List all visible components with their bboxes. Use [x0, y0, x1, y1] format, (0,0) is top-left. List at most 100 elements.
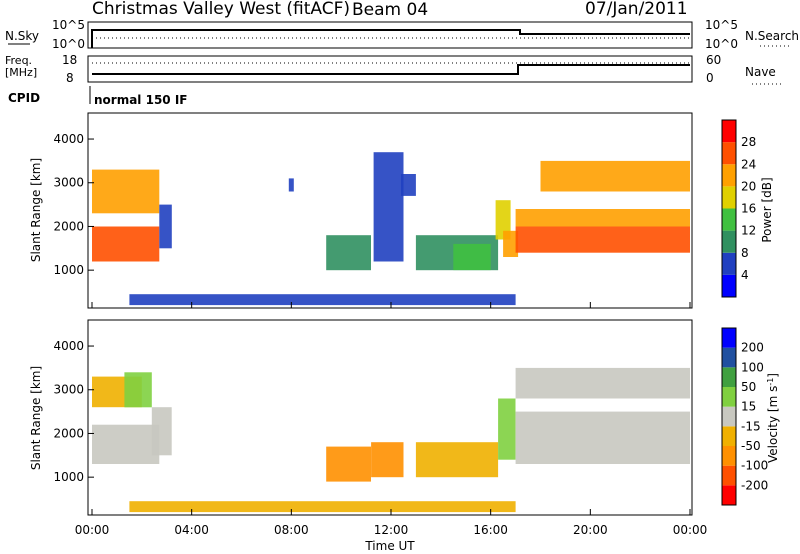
freq-trace	[92, 64, 690, 75]
power-colorbar-segment	[722, 252, 736, 275]
scatter-region	[515, 226, 690, 253]
x-tick-label: 00:00	[673, 523, 708, 537]
cpid-row: CPID normal 150 IF	[8, 86, 188, 107]
power-colorbar-tick: 28	[741, 135, 756, 149]
scatter-region	[515, 367, 690, 399]
power-colorbar-segment	[722, 274, 736, 297]
scatter-region	[92, 424, 160, 464]
scatter-region	[326, 446, 371, 482]
x-tick-label: 08:00	[274, 523, 309, 537]
y-tick-label: 3000	[53, 176, 84, 190]
y-tick-label: 1000	[53, 263, 84, 277]
x-tick-label: 20:00	[573, 523, 608, 537]
velocity-colorbar-tick: 50	[741, 380, 756, 394]
x-tick-label: 16:00	[473, 523, 508, 537]
velocity-colorbar: 200 100 50 15 -15 -50 -100 -200	[721, 327, 768, 506]
station-title: Christmas Valley West (fitACF)	[92, 0, 350, 19]
nave-tick-bottom: 0	[706, 71, 714, 85]
velocity-yticks: 1000 2000 3000 4000	[53, 339, 94, 484]
nave-tick-top: 60	[706, 53, 721, 67]
velocity-colorbar-segment	[722, 465, 736, 486]
scatter-region	[515, 411, 690, 464]
scatter-region	[159, 204, 172, 249]
velocity-colorbar-frame	[721, 327, 737, 506]
cpid-label: CPID	[8, 91, 40, 105]
scatter-region	[540, 160, 690, 192]
nsky-panel: N.Sky 10^5 10^0 10^5 10^0 N.Search	[5, 18, 799, 51]
scatter-region	[124, 372, 152, 408]
power-colorbar-segment	[722, 120, 736, 143]
power-yticks: 1000 2000 3000 4000	[53, 132, 94, 277]
scatter-region	[92, 226, 160, 262]
power-colorbar-tick: 20	[741, 179, 756, 193]
velocity-ylabel: Slant Range [km]	[29, 366, 43, 470]
freq-label-line2: [MHz]	[5, 66, 37, 79]
y-tick-label: 2000	[53, 219, 84, 233]
velocity-colorbar-tick: -100	[741, 459, 768, 473]
power-colorbar-tick: 24	[741, 157, 756, 171]
time-axis-label: Time UT	[364, 539, 415, 553]
velocity-colorbar-segment	[722, 347, 736, 368]
x-tick-label: 04:00	[174, 523, 209, 537]
velocity-colorbar-tick: 15	[741, 400, 756, 414]
x-tick-label: 00:00	[75, 523, 110, 537]
nsky-tick-bottom: 10^0	[52, 37, 85, 51]
velocity-colorbar-tick: -15	[741, 419, 761, 433]
power-colorbar-label: Power [dB]	[760, 177, 774, 242]
velocity-colorbar-segment	[722, 387, 736, 407]
power-colorbar-segment	[722, 208, 736, 231]
x-tick-label: 12:00	[374, 523, 409, 537]
y-tick-label: 1000	[53, 470, 84, 484]
power-cells	[92, 152, 690, 306]
beam-label: Beam 04	[352, 0, 428, 20]
scatter-region	[326, 235, 371, 271]
nsky-label: N.Sky	[5, 29, 39, 43]
nsky-trace	[91, 29, 690, 48]
scatter-region	[151, 407, 172, 456]
power-colorbar-tick: 16	[741, 202, 756, 216]
velocity-colorbar-tick: 200	[741, 341, 764, 355]
scatter-region	[515, 209, 690, 227]
y-tick-label: 3000	[53, 383, 84, 397]
time-axis: 00:00 04:00 08:00 12:00 16:00 20:00 00:00	[75, 302, 708, 537]
nsky-tick-top: 10^5	[52, 18, 85, 32]
power-colorbar-segment	[722, 230, 736, 253]
scatter-region	[401, 174, 416, 196]
velocity-panel: 1000 2000 3000 4000 Slant Range [km] 200 100…	[29, 319, 780, 516]
velocity-colorbar-segment	[722, 485, 736, 505]
y-tick-label: 2000	[53, 426, 84, 440]
scatter-region	[453, 243, 491, 271]
y-tick-label: 4000	[53, 132, 84, 146]
power-panel: 1000 2000 3000 4000 Slant Range [km] 4 8 12 16…	[29, 112, 774, 309]
freq-tick-top: 18	[62, 53, 77, 67]
scatter-region	[92, 169, 160, 214]
scatter-region	[495, 200, 511, 240]
date-label: 07/Jan/2011	[585, 0, 688, 19]
y-tick-label: 4000	[53, 339, 84, 353]
scatter-region	[498, 398, 516, 460]
scatter-region	[288, 178, 294, 192]
velocity-colorbar-segment	[722, 426, 736, 446]
velocity-colorbar-segment	[722, 406, 736, 427]
freq-panel: Freq. [MHz] 18 8 60 0 Nave	[5, 53, 784, 85]
power-colorbar-segment	[722, 164, 736, 187]
scatter-region	[129, 501, 516, 513]
nsearch-tick-bottom: 10^0	[705, 37, 738, 51]
nsearch-tick-top: 10^5	[705, 18, 738, 32]
power-colorbar-segment	[722, 142, 736, 165]
velocity-colorbar-tick: -50	[741, 439, 761, 453]
power-colorbar-tick: 12	[741, 224, 756, 238]
freq-tick-bottom: 8	[66, 71, 74, 85]
power-colorbar-frame	[721, 119, 737, 298]
power-colorbar: 4 8 12 16 20 24 28	[721, 119, 756, 298]
scatter-region	[371, 442, 404, 478]
freq-label-line1: Freq.	[5, 54, 32, 67]
velocity-colorbar-segment	[722, 328, 736, 348]
nsearch-label: N.Search	[745, 29, 799, 43]
velocity-colorbar-segment	[722, 446, 736, 466]
scatter-region	[129, 294, 516, 306]
freq-frame	[87, 55, 693, 83]
scatter-region	[373, 152, 404, 262]
power-ylabel: Slant Range [km]	[29, 158, 43, 262]
